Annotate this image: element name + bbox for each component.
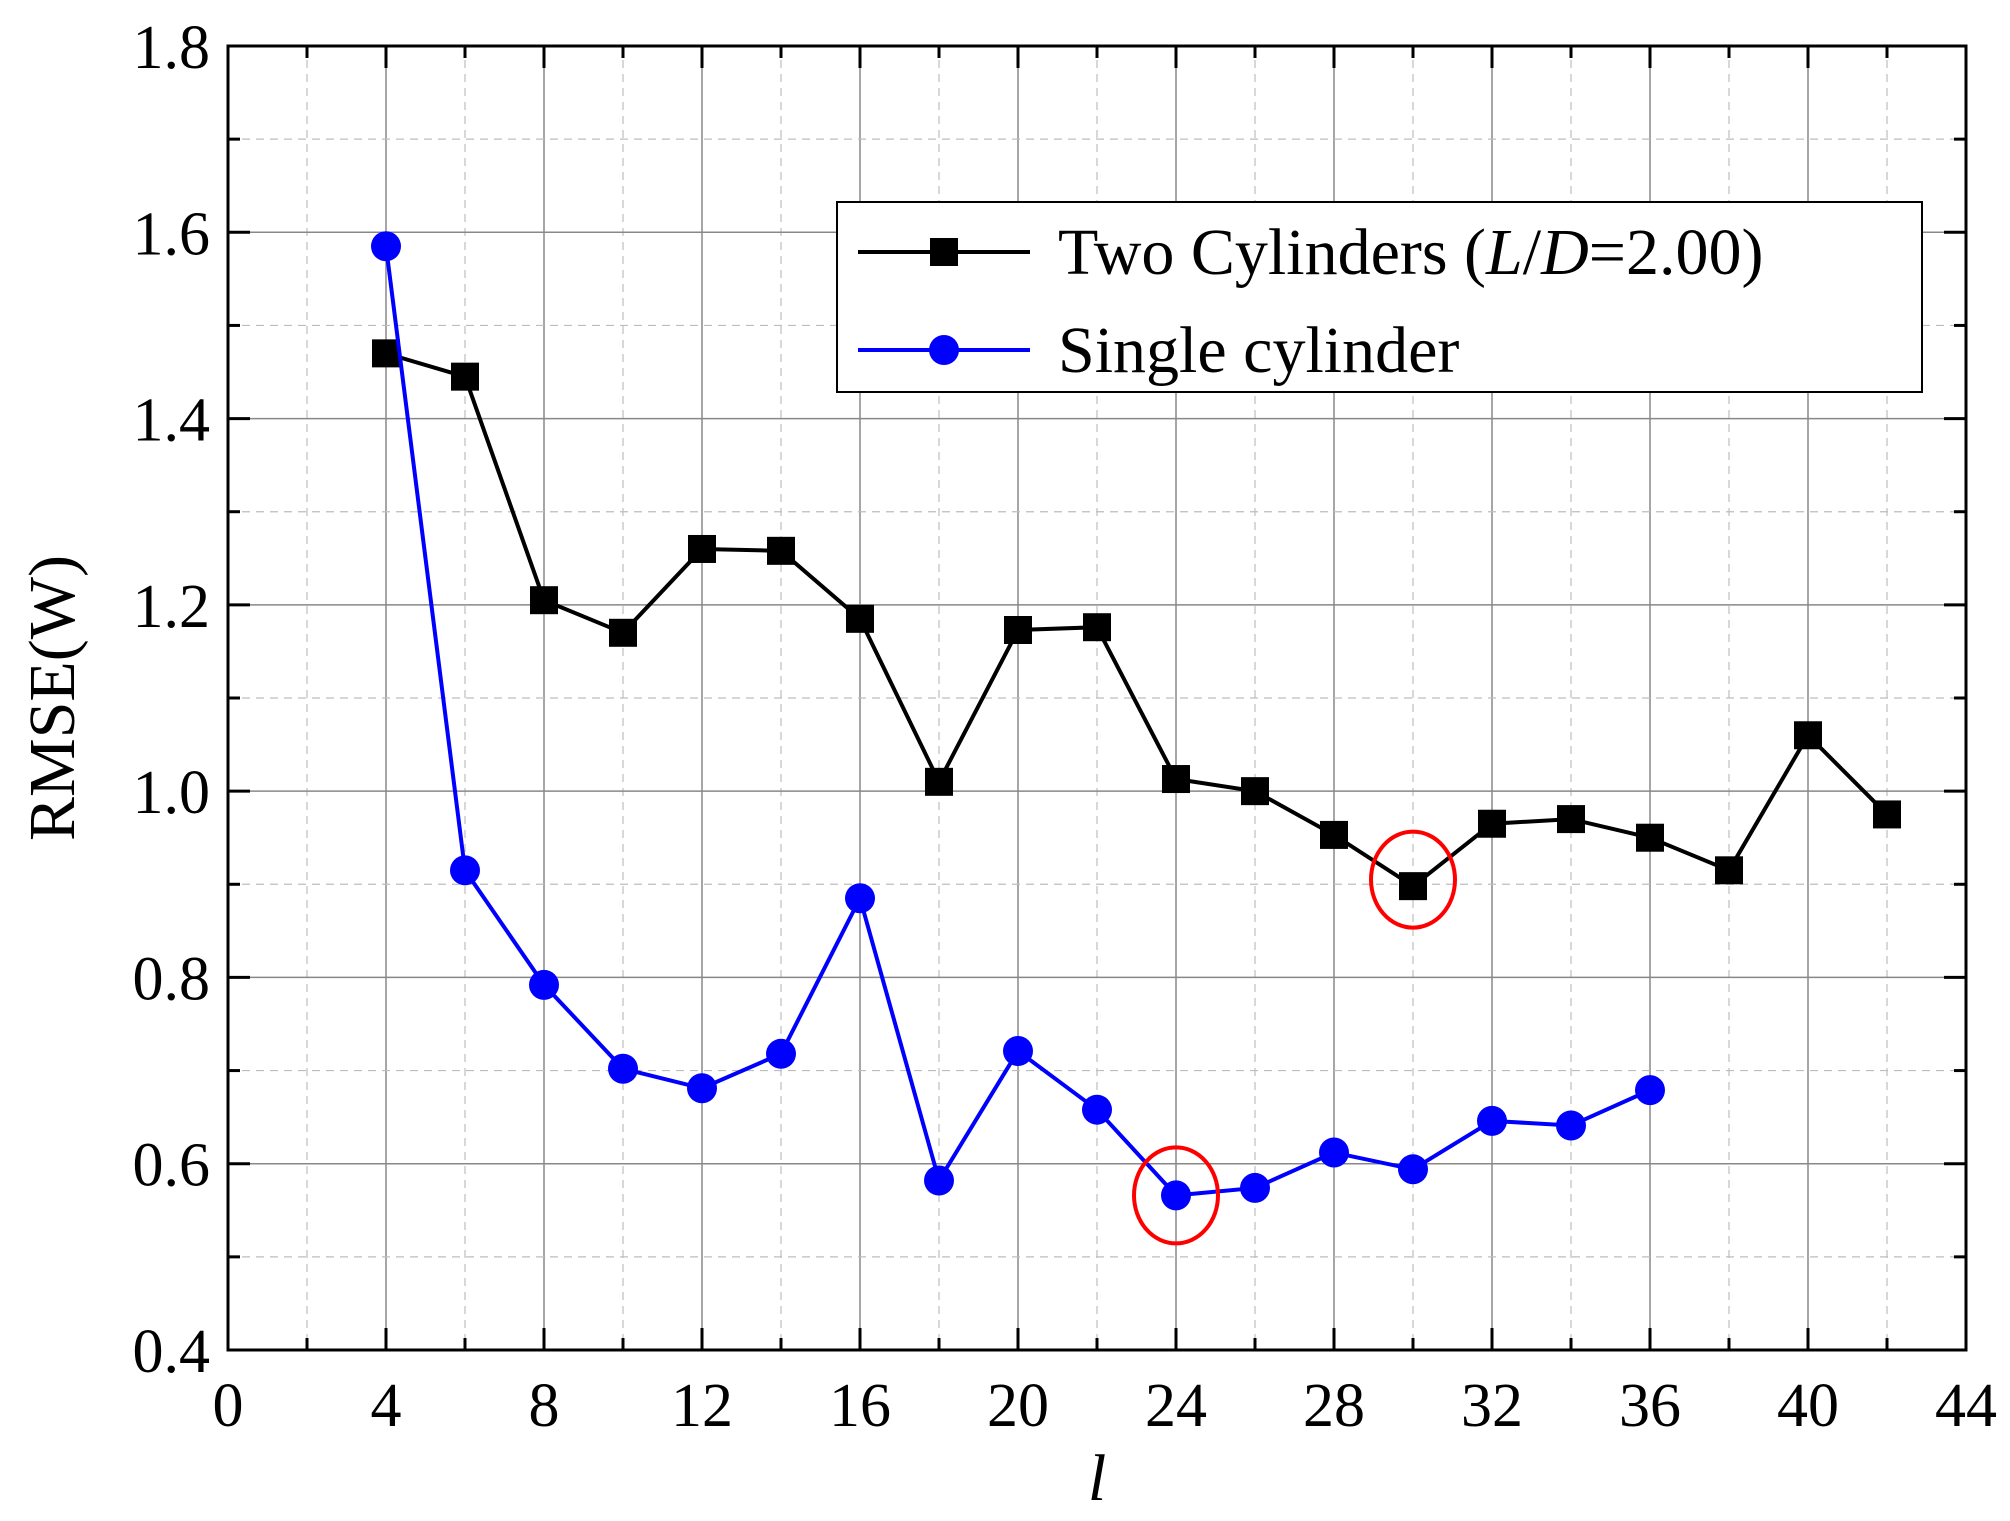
y-tick-label: 1.4 bbox=[133, 387, 211, 455]
data-point-circle bbox=[1398, 1154, 1428, 1185]
data-point-square bbox=[530, 586, 558, 615]
data-point-circle bbox=[924, 1165, 954, 1196]
data-point-circle bbox=[845, 883, 875, 914]
legend-marker-square bbox=[930, 238, 958, 266]
x-tick-label: 4 bbox=[371, 1372, 402, 1440]
data-point-circle bbox=[450, 855, 480, 886]
y-tick-label: 1.2 bbox=[133, 573, 211, 641]
x-tick-label: 36 bbox=[1619, 1372, 1681, 1440]
y-tick-label: 0.8 bbox=[133, 945, 211, 1013]
x-tick-label: 24 bbox=[1145, 1372, 1207, 1440]
y-tick-label: 1.6 bbox=[133, 200, 211, 268]
highlight-layer bbox=[1132, 829, 1457, 1246]
data-point-square bbox=[846, 604, 874, 633]
data-point-square bbox=[1083, 613, 1111, 642]
y-tick-label: 1.8 bbox=[133, 14, 211, 82]
y-tick-label: 0.6 bbox=[133, 1132, 211, 1200]
data-point-square bbox=[1557, 805, 1585, 834]
legend: Two Cylinders (L/D=2.00) Single cylinder bbox=[836, 201, 1923, 393]
data-point-circle bbox=[1161, 1180, 1191, 1211]
data-point-square bbox=[1004, 616, 1032, 645]
x-tick-label: 16 bbox=[829, 1372, 891, 1440]
legend-label-part: / bbox=[1523, 216, 1542, 289]
data-point-circle bbox=[1240, 1172, 1270, 1203]
x-tick-label: 0 bbox=[213, 1372, 244, 1440]
data-point-circle bbox=[1635, 1075, 1665, 1106]
data-point-square bbox=[1320, 820, 1348, 849]
data-point-circle bbox=[766, 1038, 796, 1069]
x-tick-label: 8 bbox=[529, 1372, 560, 1440]
data-point-square bbox=[1162, 765, 1190, 794]
data-point-circle bbox=[529, 969, 559, 1000]
legend-label-part: L bbox=[1485, 216, 1523, 289]
x-tick-label: 12 bbox=[671, 1372, 733, 1440]
data-point-square bbox=[1636, 823, 1664, 852]
data-point-square bbox=[1399, 872, 1427, 901]
series-layer bbox=[371, 231, 1901, 1211]
data-point-circle bbox=[1003, 1036, 1033, 1067]
legend-label-part: =2.00) bbox=[1589, 216, 1764, 289]
data-point-square bbox=[1715, 856, 1743, 885]
data-point-square bbox=[767, 536, 795, 565]
data-point-circle bbox=[1082, 1094, 1112, 1125]
data-point-circle bbox=[1477, 1105, 1507, 1136]
data-point-square bbox=[609, 618, 637, 647]
y-tick-label: 1.0 bbox=[133, 759, 211, 827]
x-tick-label: 32 bbox=[1461, 1372, 1523, 1440]
data-point-square bbox=[925, 767, 953, 796]
data-point-circle bbox=[687, 1073, 717, 1104]
data-point-circle bbox=[1556, 1110, 1586, 1141]
legend-label-part: Two Cylinders ( bbox=[1058, 216, 1486, 289]
legend-label-part: D bbox=[1540, 216, 1589, 289]
x-axis-title: l bbox=[1088, 1442, 1106, 1515]
data-point-square bbox=[451, 362, 479, 391]
y-axis-title: RMSE(W) bbox=[16, 555, 89, 841]
x-tick-label: 44 bbox=[1935, 1372, 1997, 1440]
data-point-circle bbox=[1319, 1137, 1349, 1168]
highlight-ellipse bbox=[1132, 1145, 1220, 1246]
y-tick-label: 0.4 bbox=[133, 1318, 211, 1386]
highlight-ellipse bbox=[1369, 829, 1457, 930]
data-point-square bbox=[372, 339, 400, 368]
legend-marker-circle bbox=[929, 335, 959, 365]
legend-box bbox=[836, 201, 1923, 393]
legend-label: Two Cylinders (L/D=2.00) bbox=[1058, 216, 1763, 289]
data-point-square bbox=[688, 534, 716, 563]
tick-labels: 0 4 8 12 16 20 24 28 32 36 40 44 0.4 0.6 0.8 1.0 1.2 1.4 1… bbox=[133, 14, 1998, 1440]
x-tick-label: 20 bbox=[987, 1372, 1049, 1440]
data-point-square bbox=[1794, 721, 1822, 750]
x-tick-label: 40 bbox=[1777, 1372, 1839, 1440]
axis-ticks bbox=[226, 44, 1968, 1352]
data-point-circle bbox=[371, 231, 401, 262]
data-point-circle bbox=[608, 1053, 638, 1084]
data-point-square bbox=[1873, 800, 1901, 829]
data-point-square bbox=[1478, 809, 1506, 838]
legend-label: Single cylinder bbox=[1058, 314, 1459, 387]
data-point-square bbox=[1241, 777, 1269, 806]
x-tick-label: 28 bbox=[1303, 1372, 1365, 1440]
